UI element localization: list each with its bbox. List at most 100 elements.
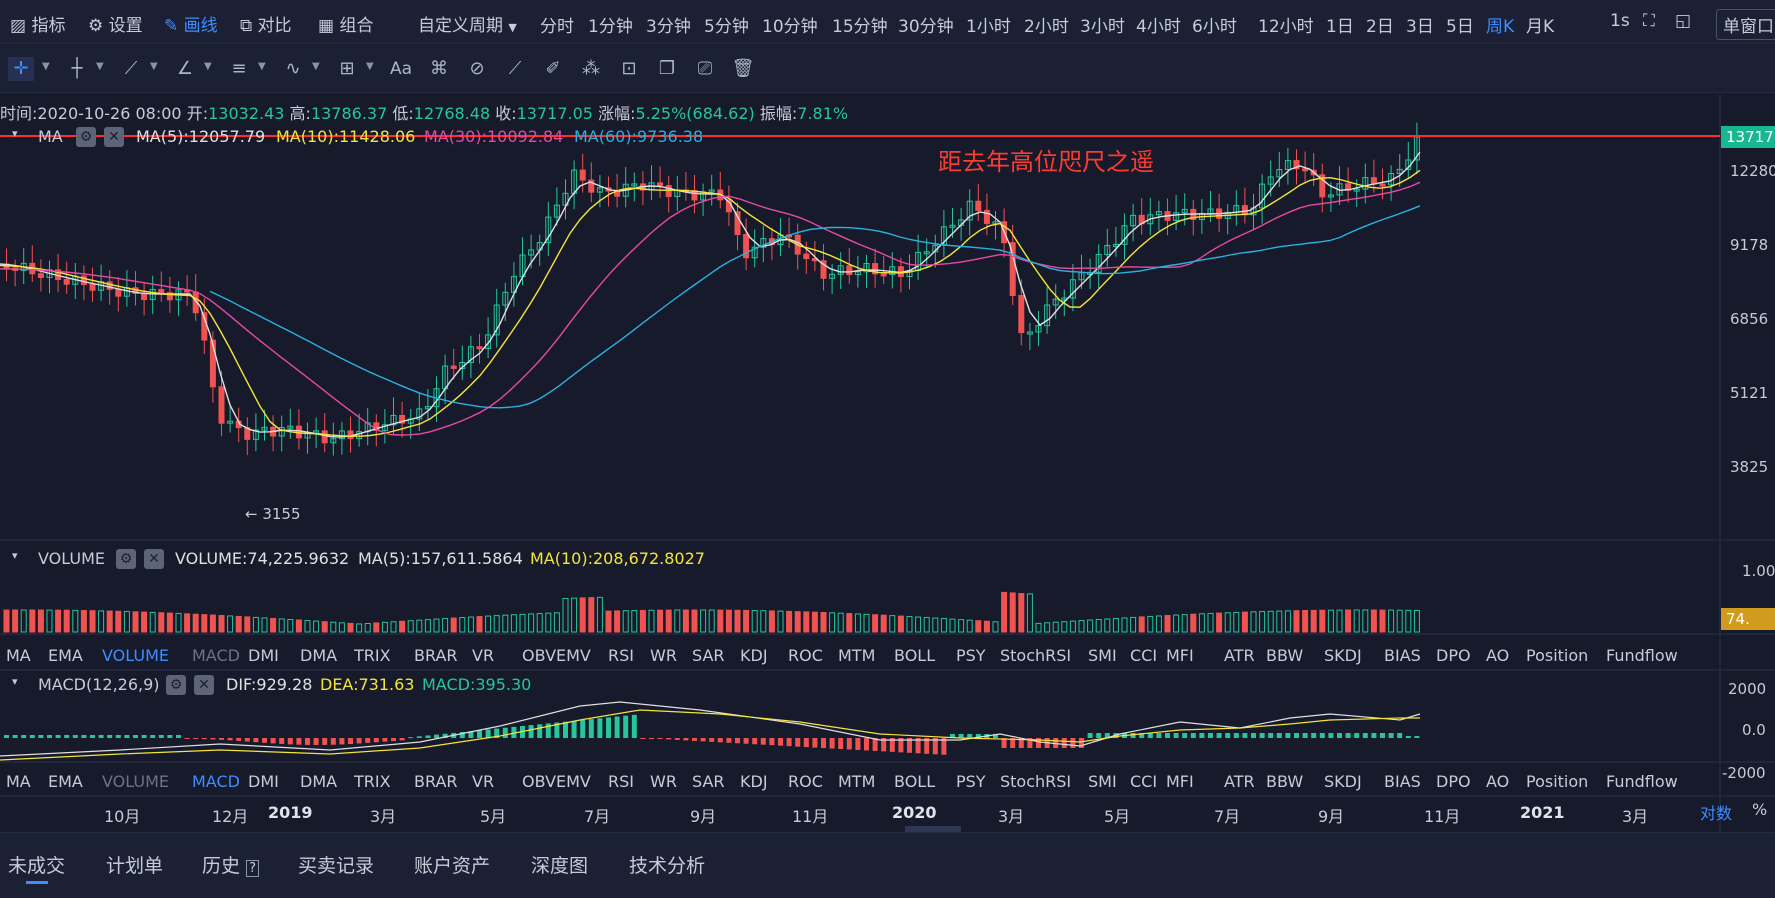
gear-icon[interactable]: ⚙ (116, 549, 136, 569)
magnet-icon[interactable]: ⊘ (469, 58, 485, 79)
combine-button[interactable]: ▦ 组合 (318, 16, 374, 36)
trash-icon[interactable]: 🗑 (731, 58, 755, 79)
window-icon[interactable]: ◱ (1675, 11, 1692, 31)
single-window-button[interactable]: 单窗口 (1716, 9, 1775, 40)
period-16[interactable]: 5日 (1446, 17, 1474, 37)
indicator-tab-volume[interactable]: VOLUME (102, 646, 169, 665)
indicator-tab-trix[interactable]: TRIX (354, 646, 391, 665)
indicator-tab-skdj[interactable]: SKDJ (1324, 646, 1362, 665)
trend-line-icon[interactable]: ⟋ (124, 58, 138, 79)
chevron-down-icon[interactable]: ▼ (312, 61, 320, 72)
log-scale-toggle[interactable]: 对数 (1700, 804, 1733, 823)
indicator-tab-mtm[interactable]: MTM (838, 646, 876, 665)
indicator-tab-roc[interactable]: ROC (788, 772, 823, 791)
tab-technical-analysis[interactable]: 技术分析 (629, 855, 706, 877)
indicator-tab-macd[interactable]: MACD (192, 646, 240, 665)
tab-history[interactable]: 历史 ? (202, 851, 259, 878)
indicator-tab-dpo[interactable]: DPO (1436, 646, 1471, 665)
chevron-down-icon[interactable]: ▼ (204, 61, 212, 72)
indicator-tab-ma[interactable]: MA (6, 646, 31, 665)
indicator-tab-ao[interactable]: AO (1486, 772, 1510, 791)
indicator-tab-sar[interactable]: SAR (692, 646, 725, 665)
compare-button[interactable]: ⧉ 对比 (240, 16, 292, 36)
period-9[interactable]: 3小时 (1080, 17, 1125, 37)
indicator-tab-roc[interactable]: ROC (788, 646, 823, 665)
indicator-tab-rsi[interactable]: RSI (608, 772, 634, 791)
period-17[interactable]: 周K (1486, 17, 1515, 37)
indicator-tab-boll[interactable]: BOLL (894, 646, 936, 665)
indicator-tab-ema[interactable]: EMA (48, 646, 83, 665)
indicator-tab-bias[interactable]: BIAS (1384, 646, 1421, 665)
period-11[interactable]: 6小时 (1192, 17, 1237, 37)
period-18[interactable]: 月K (1526, 17, 1555, 37)
draw-button[interactable]: ✎ 画线 (164, 16, 218, 36)
fullscreen-icon[interactable]: ⛶ (1643, 11, 1655, 31)
horizontal-line-icon[interactable]: ┼ (71, 58, 83, 79)
close-icon[interactable]: ✕ (144, 549, 164, 569)
period-2[interactable]: 3分钟 (646, 17, 691, 37)
copy-icon[interactable]: ❐ (658, 58, 676, 79)
indicator-tab-cci[interactable]: CCI (1130, 646, 1158, 665)
period-12[interactable]: 12小时 (1258, 17, 1314, 37)
indicator-tab-smi[interactable]: SMI (1088, 646, 1117, 665)
period-10[interactable]: 4小时 (1136, 17, 1181, 37)
indicator-tab-vr[interactable]: VR (472, 646, 495, 665)
indicator-tab-macd[interactable]: MACD (192, 772, 240, 791)
period-5[interactable]: 15分钟 (832, 17, 888, 37)
period-6[interactable]: 30分钟 (898, 17, 954, 37)
collapse-icon[interactable]: ▾ (12, 127, 18, 140)
indicator-tab-ma[interactable]: MA (6, 772, 31, 791)
indicator-tab-mfi[interactable]: MFI (1166, 772, 1194, 791)
brush-icon[interactable]: ✐ (545, 58, 561, 79)
indicator-tab-bias[interactable]: BIAS (1384, 772, 1421, 791)
indicator-tab-bbw[interactable]: BBW (1266, 772, 1304, 791)
angle-icon[interactable]: ∠ (176, 58, 194, 79)
chevron-down-icon[interactable]: ▼ (96, 61, 104, 72)
indicator-tab-smi[interactable]: SMI (1088, 772, 1117, 791)
link-icon[interactable]: ⁂ (582, 58, 600, 79)
refresh-interval[interactable]: 1s (1610, 11, 1630, 31)
indicator-tab-sar[interactable]: SAR (692, 772, 725, 791)
price-chart[interactable]: 13717 12280 9178 6856 5121 3825 距去年高位咫尺之遥 ← … (0, 94, 1775, 832)
crosshair-icon[interactable]: ✛ (8, 57, 34, 81)
indicator-tab-rsi[interactable]: RSI (608, 646, 634, 665)
indicator-tab-cci[interactable]: CCI (1130, 772, 1158, 791)
period-15[interactable]: 3日 (1406, 17, 1434, 37)
annotation-text[interactable]: 距去年高位咫尺之遥 (938, 148, 1154, 176)
collapse-icon[interactable]: ▾ (12, 549, 18, 562)
ruler-icon[interactable]: ⟋ (508, 58, 522, 79)
indicator-tab-vr[interactable]: VR (472, 772, 495, 791)
indicator-tab-dma[interactable]: DMA (300, 772, 338, 791)
indicator-tab-emv[interactable]: EMV (556, 772, 591, 791)
indicator-tab-wr[interactable]: WR (650, 646, 677, 665)
indicator-tab-psy[interactable]: PSY (956, 646, 986, 665)
chevron-down-icon[interactable]: ▼ (150, 61, 158, 72)
indicator-tab-obv[interactable]: OBV (522, 646, 557, 665)
indicator-tab-atr[interactable]: ATR (1224, 646, 1255, 665)
gear-icon[interactable]: ⚙ (76, 127, 96, 147)
indicator-tab-trix[interactable]: TRIX (354, 772, 391, 791)
period-0[interactable]: 分时 (540, 17, 574, 37)
screenshot-icon[interactable]: ⎚ (697, 58, 713, 79)
indicator-tab-mtm[interactable]: MTM (838, 772, 876, 791)
measure-icon[interactable]: ⊞ (339, 58, 355, 79)
indicator-tab-emv[interactable]: EMV (556, 646, 591, 665)
indicator-tab-stochrsi[interactable]: StochRSI (1000, 646, 1072, 665)
indicator-tab-dmi[interactable]: DMI (248, 772, 279, 791)
indicator-tab-volume[interactable]: VOLUME (102, 772, 169, 791)
wave-icon[interactable]: ∿ (285, 58, 301, 79)
indicator-tab-boll[interactable]: BOLL (894, 772, 936, 791)
tab-account-assets[interactable]: 账户资产 (414, 855, 491, 877)
indicator-tab-psy[interactable]: PSY (956, 772, 986, 791)
indicators-button[interactable]: ▨ 指标 (10, 16, 66, 36)
text-icon[interactable]: Aa (389, 59, 413, 79)
chevron-down-icon[interactable]: ▼ (258, 61, 266, 72)
gear-icon[interactable]: ⚙ (166, 675, 186, 695)
tab-trade-records[interactable]: 买卖记录 (298, 855, 375, 877)
indicator-tab-brar[interactable]: BRAR (414, 772, 458, 791)
collapse-icon[interactable]: ▾ (12, 675, 18, 688)
tab-open-orders[interactable]: 未成交 (8, 855, 66, 877)
settings-button[interactable]: ⚙ 设置 (88, 16, 143, 36)
custom-period-select[interactable]: 自定义周期 ▼ (418, 16, 517, 36)
indicator-tab-bbw[interactable]: BBW (1266, 646, 1304, 665)
